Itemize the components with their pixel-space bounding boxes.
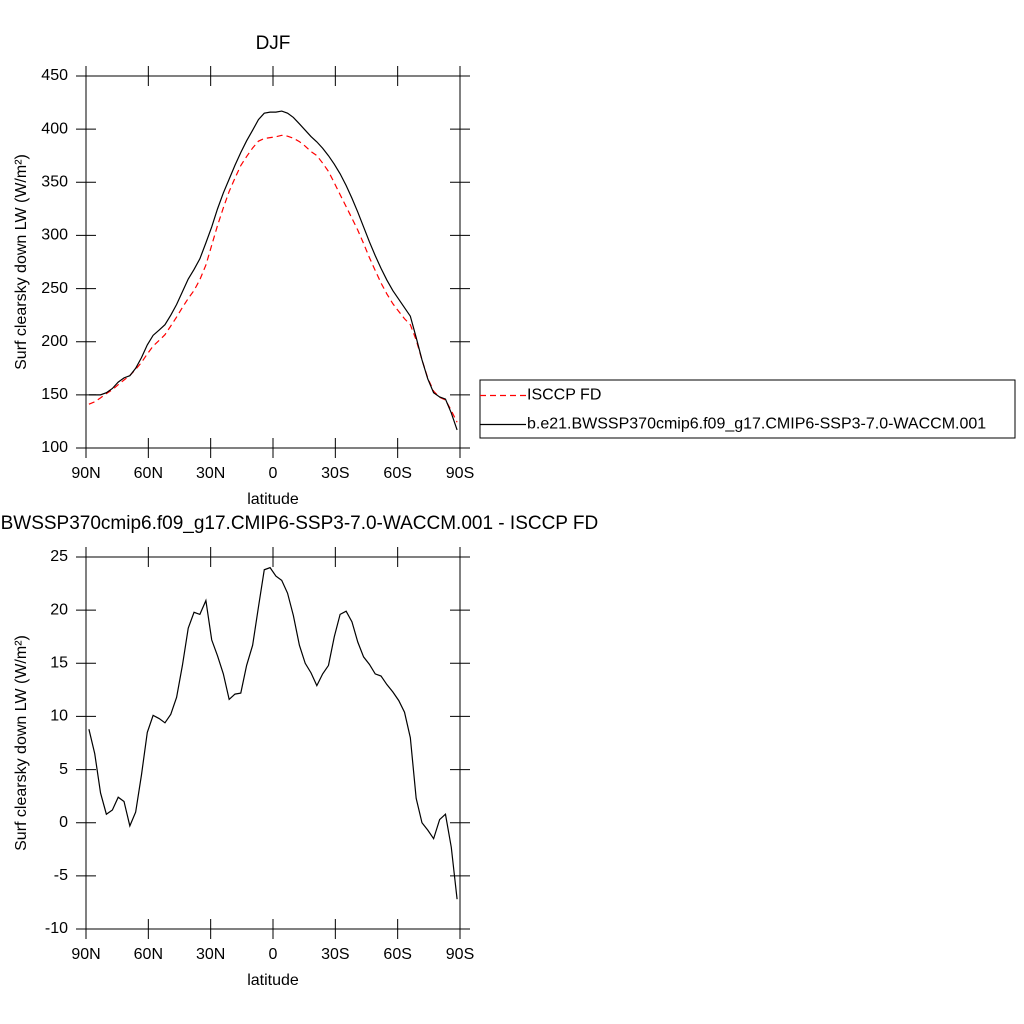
x-tick-label: 90N — [71, 465, 100, 482]
legend-label: b.e21.BWSSP370cmip6.f09_g17.CMIP6-SSP3-7… — [527, 416, 986, 433]
y-axis-label: Surf clearsky down LW (W/m²) — [13, 154, 30, 370]
x-tick-label: 0 — [269, 465, 278, 482]
x-tick-label: 30N — [196, 465, 225, 482]
y-tick-label: 10 — [50, 708, 68, 725]
y-tick-label: 250 — [41, 280, 68, 297]
x-tick-label: 90S — [446, 465, 474, 482]
y-tick-label: 350 — [41, 174, 68, 191]
y-tick-label: 300 — [41, 227, 68, 244]
x-tick-label: 90N — [71, 946, 100, 963]
y-tick-label: 450 — [41, 67, 68, 84]
y-tick-label: 5 — [59, 761, 68, 778]
y-tick-label: 25 — [50, 548, 68, 565]
x-tick-label: 90S — [446, 946, 474, 963]
data-line — [88, 110, 458, 431]
x-tick-label: 30N — [196, 946, 225, 963]
data-line — [88, 566, 458, 900]
chart-title: b.e21.BWSSP370cmip6.f09_g17.CMIP6-SSP3-7… — [0, 513, 598, 534]
y-tick-label: 20 — [50, 601, 68, 618]
x-tick-label: 60N — [134, 465, 163, 482]
y-tick-label: -5 — [54, 867, 68, 884]
y-tick-label: 400 — [41, 120, 68, 137]
y-tick-label: -10 — [45, 920, 68, 937]
x-axis-label: latitude — [247, 972, 299, 989]
x-tick-label: 30S — [321, 465, 349, 482]
x-tick-label: 60S — [383, 465, 411, 482]
x-tick-label: 0 — [269, 946, 278, 963]
y-tick-label: 150 — [41, 386, 68, 403]
y-tick-label: 200 — [41, 333, 68, 350]
chart-title: DJF — [256, 33, 291, 54]
plot-frame — [85, 75, 461, 449]
x-tick-label: 60N — [134, 946, 163, 963]
x-tick-label: 30S — [321, 946, 349, 963]
x-tick-label: 60S — [383, 946, 411, 963]
y-tick-label: 0 — [59, 814, 68, 831]
y-axis-label: Surf clearsky down LW (W/m²) — [13, 635, 30, 851]
data-line — [88, 134, 458, 423]
legend-label: ISCCP FD — [527, 387, 601, 404]
x-axis-label: latitude — [247, 491, 299, 508]
y-tick-label: 15 — [50, 655, 68, 672]
legend-box — [479, 379, 1016, 439]
y-tick-label: 100 — [41, 439, 68, 456]
plot-frame — [85, 556, 461, 930]
